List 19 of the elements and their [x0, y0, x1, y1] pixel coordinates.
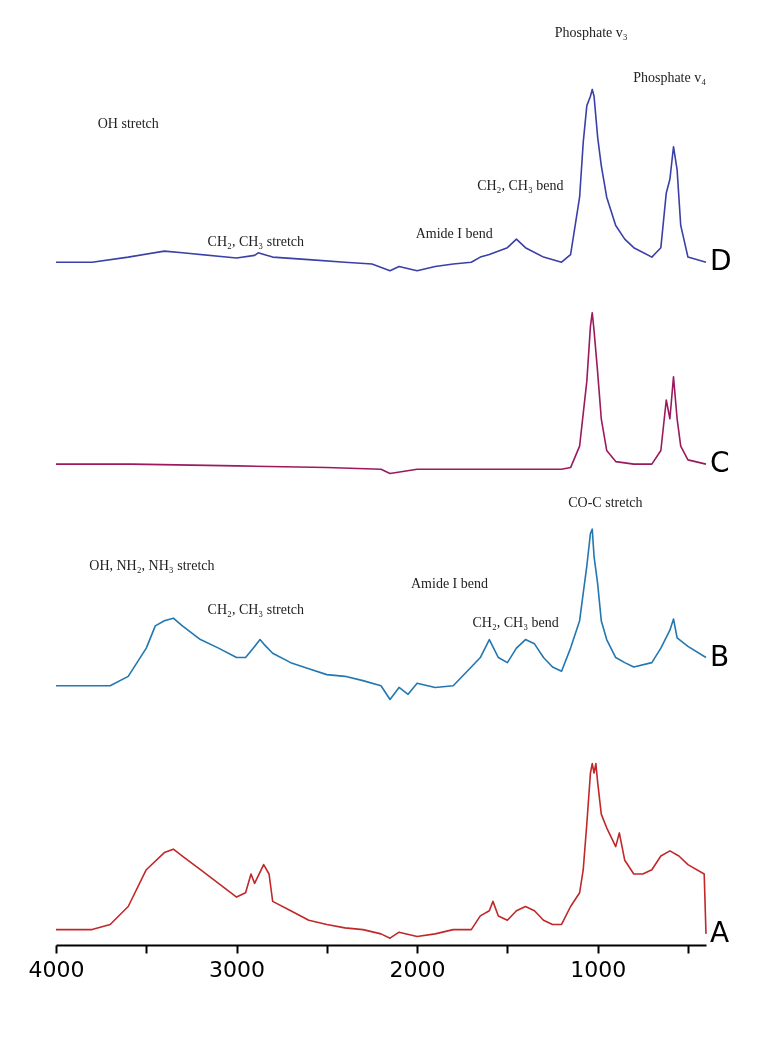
series-label: A — [710, 915, 730, 949]
x-tick-label: 1000 — [570, 956, 627, 982]
annotation: OH, NH₂, NH₃ stretch — [89, 557, 215, 573]
x-tick-label: 3000 — [209, 956, 266, 982]
text: Phosphate v₃ — [554, 25, 628, 41]
annotation: CO-C stretch — [568, 495, 643, 511]
x-tick-label: 2000 — [389, 956, 446, 982]
annotation: Amide I bend — [411, 576, 488, 592]
text: Phosphate v₄ — [633, 69, 707, 85]
annotation: Amide I bend — [415, 226, 493, 242]
x-tick-label: 4000 — [28, 956, 85, 982]
series-label: B — [710, 639, 730, 673]
series-label: C — [710, 446, 730, 480]
annotation: CH₂, CH₃ stretch — [207, 601, 305, 617]
annotation: OH stretch — [97, 115, 159, 131]
annotation: CH₂, CH₃ stretch — [207, 233, 305, 249]
annotation: CH₂, CH₃ bend — [477, 178, 564, 194]
annotation: CH₂, CH₃ bend — [472, 614, 559, 630]
series-label: D — [710, 244, 732, 278]
